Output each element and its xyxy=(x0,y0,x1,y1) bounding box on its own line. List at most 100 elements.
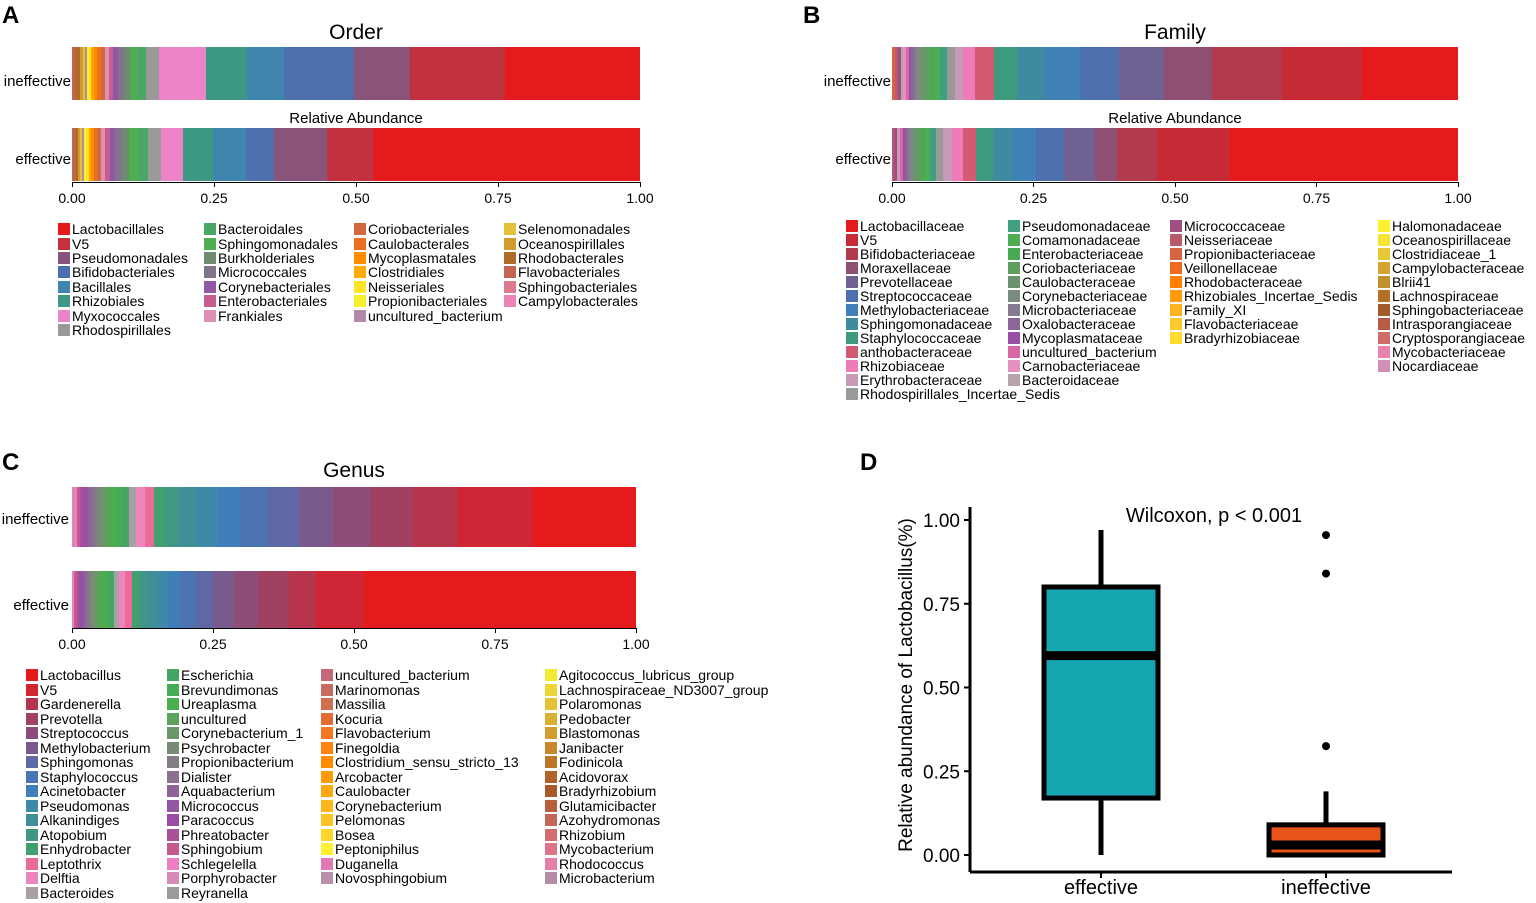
panel-b-bar-segment xyxy=(913,128,917,181)
legend-swatch xyxy=(1008,374,1020,386)
legend-swatch xyxy=(1008,262,1020,274)
panel-c-label: C xyxy=(2,449,20,476)
legend-swatch xyxy=(846,220,858,232)
legend-item: Oceanospirillales xyxy=(504,236,654,252)
panel-a-tick-label: 0.75 xyxy=(484,190,512,206)
panel-a-bar-segment xyxy=(80,47,83,100)
legend-item: Rhodobacterales xyxy=(504,250,654,266)
legend-item: Mycoplasmataceae xyxy=(1008,330,1170,346)
legend-swatch xyxy=(504,280,516,293)
legend-label: Porphyrobacter xyxy=(181,870,277,887)
panel-b-bar-segment xyxy=(902,128,905,181)
legend-swatch xyxy=(354,266,366,279)
legend-swatch xyxy=(58,237,70,250)
legend-label: Marinomonas xyxy=(335,681,420,698)
legend-label: Sphingomonas xyxy=(40,754,134,771)
legend-item: Azohydromonas xyxy=(545,812,795,828)
legend-swatch xyxy=(1378,220,1390,232)
legend-swatch xyxy=(545,843,557,856)
legend-item: Psychrobacter xyxy=(167,740,321,756)
legend-label: anthobacteraceae xyxy=(860,344,973,360)
legend-label: V5 xyxy=(40,681,58,698)
legend-label: Caulobacterales xyxy=(368,235,470,252)
panel-a-tick-mark xyxy=(71,182,73,187)
legend-column: uncultured_bacterium Marinomonas Massilia K… xyxy=(321,667,545,900)
panel-a-bar-segment xyxy=(87,47,89,100)
legend-swatch xyxy=(26,770,38,783)
panel-d-boxplot: Relative abundance of Lactobacillus(%) W… xyxy=(896,505,1452,899)
legend-label: Bacteroidaceae xyxy=(1022,372,1120,388)
legend-item: Polaromonas xyxy=(545,696,795,713)
panel-c-bar-segment xyxy=(74,487,78,547)
panel-a-bar-segment xyxy=(97,128,102,181)
panel-b-bar-segment xyxy=(906,47,909,100)
legend-item: uncultured_bacterium xyxy=(321,667,545,683)
panel-a-bar-segment xyxy=(129,128,139,181)
panel-b-bar-segment xyxy=(904,128,908,181)
panel-a-bar-segment xyxy=(284,47,354,100)
legend-label: Streptococcus xyxy=(40,725,129,742)
panel-b-bar-segment xyxy=(916,128,921,181)
legend-item: Methylobacterium xyxy=(26,740,167,756)
legend-label: Caulobacter xyxy=(335,783,411,800)
legend-swatch xyxy=(545,828,557,841)
panel-c-bar-segment xyxy=(115,487,122,547)
panel-b-bar-segment xyxy=(1117,128,1157,181)
legend-label: uncultured_bacterium xyxy=(1022,344,1157,360)
legend-item: Clostridiaceae_1 xyxy=(1378,246,1536,262)
box-effective xyxy=(1041,584,1161,801)
legend-swatch xyxy=(1170,220,1182,232)
legend-swatch xyxy=(1378,248,1390,260)
legend-swatch xyxy=(26,843,38,856)
panel-b-bar-segment xyxy=(935,128,943,181)
panel-a-bar-segment xyxy=(246,128,275,181)
legend-swatch xyxy=(26,712,38,725)
legend-item: Rhizobiaceae xyxy=(846,358,1008,374)
panel-c-bar-segment xyxy=(288,571,316,628)
legend-item: Alkanindiges xyxy=(26,812,167,828)
panel-c-tick-mark xyxy=(635,628,637,633)
legend-label: Microbacterium xyxy=(559,870,655,887)
legend-item: Ureaplasma xyxy=(167,696,321,712)
legend-label: Cryptosporangiaceae xyxy=(1392,330,1526,346)
legend-label: Bifidobacteriales xyxy=(72,264,175,281)
legend-swatch xyxy=(26,669,38,682)
legend-swatch xyxy=(26,756,38,769)
legend-label: Propionibacteriaceae xyxy=(1184,246,1316,262)
legend-item: Bacteroides xyxy=(26,885,167,901)
legend-label: Rhodobacteraceae xyxy=(1184,274,1303,290)
legend-item: Dialister xyxy=(167,769,321,785)
panel-a-bar-segment xyxy=(123,47,130,100)
legend-label: Brevundimonas xyxy=(181,681,279,698)
legend-label: Rhizobiales xyxy=(72,293,145,310)
legend-label: Polaromonas xyxy=(559,696,642,713)
legend-label: Duganella xyxy=(335,855,399,872)
legend-label: Moraxellaceae xyxy=(860,260,952,276)
legend-swatch xyxy=(1008,360,1020,372)
legend-column: Halomonadaceae Oceanospirillaceae Clostrid… xyxy=(1378,218,1536,401)
panel-a-bar-segment xyxy=(353,47,411,100)
panel-a-bar-segment xyxy=(504,47,640,100)
y-tick-label: 1.00 xyxy=(923,511,960,532)
panel-c-bar-segment xyxy=(72,571,75,628)
legend-label: Myxococcales xyxy=(72,307,160,324)
legend-item: Blrii41 xyxy=(1378,274,1536,290)
panel-b-bar-segment xyxy=(1094,128,1118,181)
legend-item: Bacteroidales xyxy=(204,221,354,237)
panel-b-bar-segment xyxy=(900,47,904,100)
legend-column: Selenomonadales Oceanospirillales Rhodobac… xyxy=(504,221,654,337)
legend-swatch xyxy=(1170,276,1182,288)
panel-c-bar-segment xyxy=(165,487,179,547)
panel-b-legend: Lactobacillaceae V5 Bifidobacteriaceae Mora… xyxy=(846,218,1536,402)
outlier-ineffective xyxy=(1322,531,1330,540)
panel-b-bar-segment xyxy=(925,47,930,100)
legend-label: Delftia xyxy=(40,870,80,887)
legend-swatch xyxy=(1008,304,1020,316)
legend-swatch xyxy=(1008,290,1020,302)
legend-label: Pedobacter xyxy=(559,710,631,727)
legend-swatch xyxy=(545,698,557,711)
panel-c-bar-segment xyxy=(113,571,119,628)
x-tick-label-ineffective: ineffective xyxy=(1281,877,1371,899)
legend-label: Rhodococcus xyxy=(559,855,644,872)
panel-c-bar-segment xyxy=(532,487,636,547)
